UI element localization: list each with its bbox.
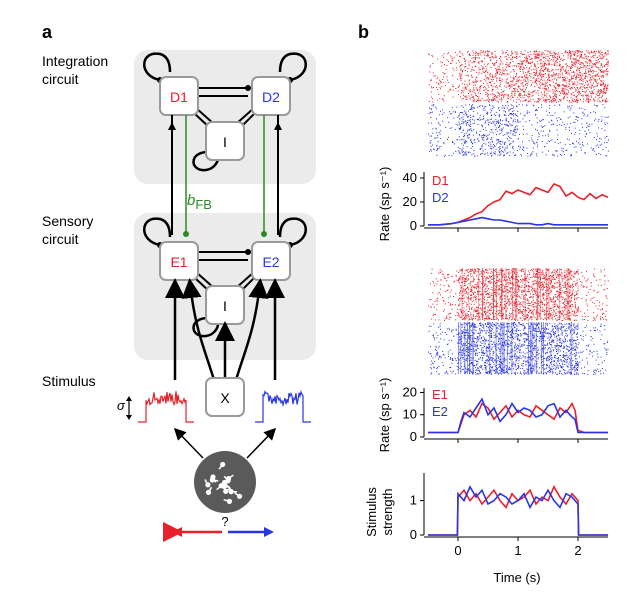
- legend-d1: D1: [432, 173, 449, 188]
- stimulus-label: Stimulus: [42, 373, 96, 389]
- node-i-top-label: I: [223, 134, 227, 150]
- node-i-bottom-label: I: [223, 298, 227, 314]
- node-d1-label: D1: [170, 89, 188, 105]
- node-i-bottom: I: [205, 285, 245, 325]
- node-e1-label: E1: [170, 254, 187, 270]
- ytick-label: 10: [403, 407, 417, 422]
- rate-chart-e: 0 10 20: [403, 384, 608, 444]
- node-d2: D2: [251, 76, 291, 116]
- e2-self-loop: [278, 217, 307, 247]
- legend-e2: E2: [432, 404, 448, 419]
- series-line-0: [428, 401, 608, 434]
- raster-e1: [428, 268, 609, 321]
- ytick-label: 0: [410, 527, 417, 542]
- d2-self-loop: [278, 52, 307, 82]
- time-xlabel: Time (s): [493, 570, 540, 585]
- stimulus-chart: 0 1 0 1 2: [410, 473, 608, 558]
- series-line-1: [428, 216, 608, 226]
- sensory-label-2: circuit: [42, 231, 79, 247]
- series-line-1: [428, 485, 608, 536]
- xtick-label: 0: [454, 543, 461, 558]
- stimulus-trace-red: [138, 391, 194, 423]
- rate-ylabel-d: Rate (sp s⁻¹): [377, 167, 392, 242]
- direction-question: ?: [221, 514, 228, 529]
- raster-e2: [428, 322, 609, 375]
- ytick-label: 20: [403, 194, 417, 209]
- legend-d2: D2: [432, 190, 449, 205]
- sensory-label-1: Sensory: [42, 213, 93, 229]
- feedback-label: bFB: [187, 192, 212, 212]
- ytick-label: 1: [410, 493, 417, 508]
- node-d2-label: D2: [262, 89, 280, 105]
- node-e2-label: E2: [262, 254, 279, 270]
- integration-circuit-box: [134, 50, 316, 184]
- sigma-label: σ: [117, 398, 126, 413]
- panel-a-letter: a: [42, 22, 53, 42]
- series-line-0: [428, 183, 609, 226]
- stim-ylabel-1: Stimulus: [364, 487, 379, 537]
- panel-b-letter: b: [358, 22, 369, 42]
- node-e2: E2: [251, 241, 291, 281]
- ytick-label: 20: [403, 384, 417, 399]
- integration-label-2: circuit: [42, 71, 79, 87]
- ytick-label: 0: [410, 218, 417, 233]
- raster-d1: [428, 50, 609, 103]
- stim-ylabel-2: strength: [380, 489, 395, 536]
- series-line-0: [428, 485, 608, 536]
- e1-self-loop: [143, 217, 172, 247]
- d1-self-loop: [143, 52, 172, 82]
- i-top-self-loop: [192, 150, 220, 172]
- raster-d2: [428, 104, 609, 157]
- xtick-label: 2: [574, 543, 581, 558]
- node-x: X: [205, 377, 245, 417]
- series-line-1: [428, 397, 608, 434]
- xtick-label: 1: [514, 543, 521, 558]
- ytick-label: 40: [403, 170, 417, 185]
- node-x-label: X: [220, 390, 230, 406]
- node-i-top: I: [205, 121, 245, 161]
- random-dots-icon: [194, 451, 256, 513]
- integration-label-1: Integration: [42, 53, 108, 69]
- rate-chart-d: 0 20 40: [403, 170, 609, 233]
- node-d1: D1: [159, 76, 199, 116]
- ytick-label: 0: [410, 429, 417, 444]
- stimulus-trace-blue: [255, 389, 311, 423]
- node-e1: E1: [159, 241, 199, 281]
- legend-e1: E1: [432, 387, 448, 402]
- rate-ylabel-e: Rate (sp s⁻¹): [377, 378, 392, 453]
